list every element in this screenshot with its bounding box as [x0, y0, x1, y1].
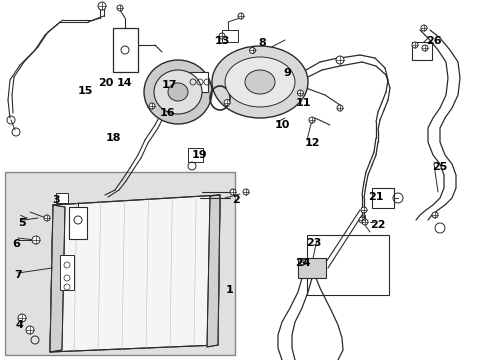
- Text: 25: 25: [431, 162, 447, 172]
- Circle shape: [420, 25, 426, 31]
- Ellipse shape: [154, 70, 202, 114]
- Circle shape: [335, 56, 343, 64]
- Text: 18: 18: [106, 133, 121, 143]
- Bar: [185, 72, 207, 92]
- Bar: [411, 42, 431, 60]
- Polygon shape: [50, 195, 220, 352]
- Circle shape: [421, 45, 427, 51]
- Circle shape: [32, 236, 40, 244]
- Circle shape: [243, 189, 248, 195]
- Circle shape: [336, 105, 342, 111]
- Circle shape: [224, 100, 229, 105]
- Text: 22: 22: [369, 220, 385, 230]
- Bar: [56, 193, 68, 203]
- Text: 10: 10: [274, 120, 290, 130]
- Text: 8: 8: [258, 38, 265, 48]
- Circle shape: [297, 90, 303, 96]
- Circle shape: [219, 33, 224, 39]
- Ellipse shape: [168, 83, 187, 101]
- Text: 19: 19: [192, 150, 207, 160]
- Text: 2: 2: [231, 195, 239, 205]
- Text: 21: 21: [367, 192, 383, 202]
- Polygon shape: [50, 205, 65, 352]
- Text: 6: 6: [12, 239, 20, 249]
- Circle shape: [358, 217, 364, 223]
- Text: 13: 13: [215, 36, 230, 46]
- Text: 20: 20: [98, 78, 113, 88]
- Bar: [371, 188, 393, 208]
- Circle shape: [26, 326, 34, 334]
- Text: 3: 3: [52, 195, 60, 205]
- Circle shape: [98, 2, 106, 10]
- Text: 23: 23: [305, 238, 321, 248]
- Circle shape: [308, 117, 314, 123]
- Circle shape: [411, 42, 417, 48]
- Circle shape: [361, 219, 367, 225]
- Text: 17: 17: [162, 80, 177, 90]
- Circle shape: [431, 212, 437, 218]
- Text: 11: 11: [295, 98, 311, 108]
- Circle shape: [229, 189, 236, 195]
- Circle shape: [238, 13, 244, 19]
- Circle shape: [299, 259, 305, 265]
- Text: 24: 24: [294, 258, 310, 268]
- Text: 12: 12: [305, 138, 320, 148]
- Bar: [113, 28, 138, 72]
- Text: 26: 26: [425, 36, 441, 46]
- Circle shape: [44, 215, 50, 221]
- Text: 1: 1: [225, 285, 233, 295]
- Text: 14: 14: [117, 78, 132, 88]
- Ellipse shape: [224, 57, 294, 107]
- Circle shape: [18, 314, 26, 322]
- Circle shape: [249, 48, 255, 54]
- Ellipse shape: [212, 46, 307, 118]
- Text: 5: 5: [18, 218, 25, 228]
- Bar: [306, 235, 388, 295]
- Ellipse shape: [143, 60, 212, 124]
- Bar: [60, 255, 74, 290]
- Circle shape: [360, 207, 366, 213]
- Bar: [222, 30, 238, 42]
- Text: 15: 15: [78, 86, 93, 96]
- Text: 16: 16: [160, 108, 175, 118]
- Ellipse shape: [244, 70, 274, 94]
- Circle shape: [149, 103, 155, 109]
- Text: 7: 7: [14, 270, 21, 280]
- Bar: [5, 172, 235, 355]
- Text: 4: 4: [16, 320, 24, 330]
- Polygon shape: [206, 195, 220, 347]
- Text: 9: 9: [283, 68, 290, 78]
- Bar: [69, 207, 87, 239]
- Bar: [297, 258, 325, 278]
- Circle shape: [117, 5, 123, 11]
- Bar: [187, 148, 203, 162]
